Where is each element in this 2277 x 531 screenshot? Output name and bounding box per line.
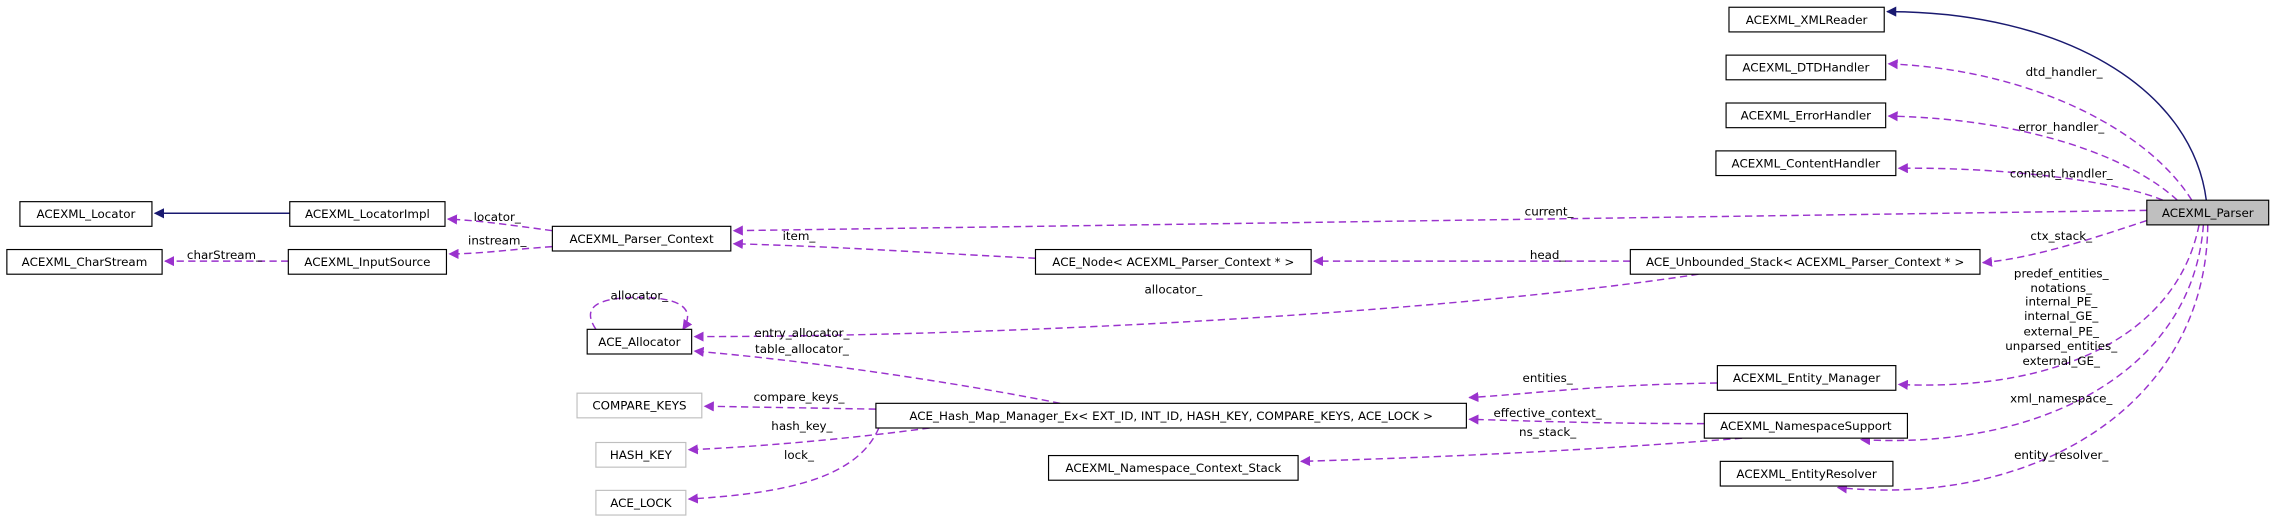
edge (703, 401, 876, 412)
edge (687, 427, 880, 504)
node-box (289, 201, 446, 227)
node-box (551, 225, 732, 252)
edge-label: external_GE_ (2022, 354, 2101, 368)
node-box (1716, 365, 1897, 391)
node-label: HASH_KEY (610, 448, 673, 462)
edge-label: predef_entities_ (2014, 267, 2110, 281)
node-label: ACE_Hash_Map_Manager_Ex< EXT_ID, INT_ID,… (909, 409, 1433, 423)
edge-label: table_allocator_ (755, 342, 850, 356)
node-label: ACE_LOCK (610, 496, 672, 510)
node-label: ACEXML_Parser (2162, 206, 2254, 220)
node-label: ACE_Node< ACEXML_Parser_Context * > (1052, 255, 1294, 269)
edge (589, 296, 693, 331)
edge (1299, 437, 1743, 467)
edge (448, 245, 553, 259)
node-box (2146, 199, 2270, 226)
edge-label: dtd_handler_ (2026, 65, 2104, 79)
edge (1468, 382, 1718, 403)
edge-label: content_handler_ (2010, 167, 2114, 181)
edge (693, 273, 1699, 342)
node-label: ACEXML_ContentHandler (1732, 156, 1881, 170)
edge-label: notations_ (2030, 281, 2093, 295)
edge (1887, 111, 2178, 201)
edge (1836, 224, 2209, 494)
edge-label: hash_key_ (771, 419, 833, 433)
edge-label: effective_context_ (1494, 406, 1603, 420)
edge-label: error_handler_ (2018, 120, 2105, 134)
edge (446, 214, 553, 232)
edge-label: ns_stack_ (1519, 425, 1577, 439)
node-label: ACEXML_DTDHandler (1742, 61, 1869, 75)
node-label: ACEXML_Parser_Context (569, 232, 714, 246)
node-label: ACE_Unbounded_Stack< ACEXML_Parser_Conte… (1646, 255, 1964, 269)
edge-label: entity_resolver_ (2014, 448, 2109, 462)
node-box (875, 402, 1467, 429)
node-label: ACEXML_NamespaceSupport (1720, 419, 1892, 433)
edge-label: ctx_stack_ (2030, 229, 2093, 243)
node-box (1703, 412, 1909, 439)
node-box (595, 489, 687, 516)
node-box (1728, 6, 1885, 33)
node-box (1725, 54, 1887, 81)
edge-label: item_ (783, 229, 817, 243)
node-box (19, 201, 153, 227)
edge (1468, 414, 1705, 425)
edge-label: entry_allocator_ (754, 326, 850, 340)
node-label: ACEXML_CharStream (22, 255, 148, 269)
node-box (1047, 454, 1299, 481)
node-label: ACEXML_XMLReader (1746, 13, 1868, 27)
node-label: ACEXML_EntityResolver (1736, 467, 1876, 481)
node-box (287, 248, 448, 275)
edge-label: compare_keys_ (754, 390, 846, 404)
node-label: COMPARE_KEYS (592, 399, 686, 413)
node-label: ACE_Allocator (598, 335, 680, 349)
edge (693, 346, 1061, 405)
node-box (1725, 102, 1887, 129)
edge (1981, 219, 2148, 267)
node-label: ACEXML_Entity_Manager (1733, 371, 1880, 385)
edge-label: internal_PE_ (2025, 294, 2098, 308)
node-box (1715, 150, 1897, 177)
node-label: ACEXML_InputSource (304, 255, 430, 269)
edge-label: locator_ (474, 210, 522, 224)
node-box (6, 248, 163, 275)
node-box (586, 328, 693, 355)
edge-label: allocator_ (1144, 283, 1203, 297)
edge-label: xml_namespace_ (2010, 391, 2113, 405)
node-label: ACEXML_ErrorHandler (1741, 109, 1871, 123)
edge (1897, 163, 2164, 201)
edge-label: current_ (1525, 204, 1575, 218)
node-box (1034, 248, 1312, 275)
node-label: ACEXML_Locator (36, 207, 135, 221)
node-box (1719, 460, 1894, 487)
edge (1859, 224, 2205, 446)
edge (1886, 6, 2208, 201)
node-box (1629, 248, 1981, 275)
edge-label: instream_ (468, 233, 527, 247)
node-box (576, 392, 703, 419)
edge (732, 209, 2147, 236)
edge-label: internal_GE_ (2024, 309, 2099, 323)
edge-label: head_ (1530, 248, 1567, 262)
edge (732, 238, 1036, 259)
edge (687, 427, 930, 455)
edge-label: entities_ (1523, 371, 1574, 385)
edge-label: lock_ (784, 448, 815, 462)
edge-label: allocator_ (611, 288, 670, 302)
edge-label: unparsed_entities_ (2005, 339, 2118, 353)
edge-label: charStream_ (187, 248, 263, 262)
node-label: ACEXML_LocatorImpl (305, 207, 430, 221)
node-label: ACEXML_Namespace_Context_Stack (1065, 461, 1281, 475)
node-box (595, 441, 687, 468)
edge (1897, 224, 2200, 390)
edge-label: external_PE_ (2024, 325, 2100, 339)
